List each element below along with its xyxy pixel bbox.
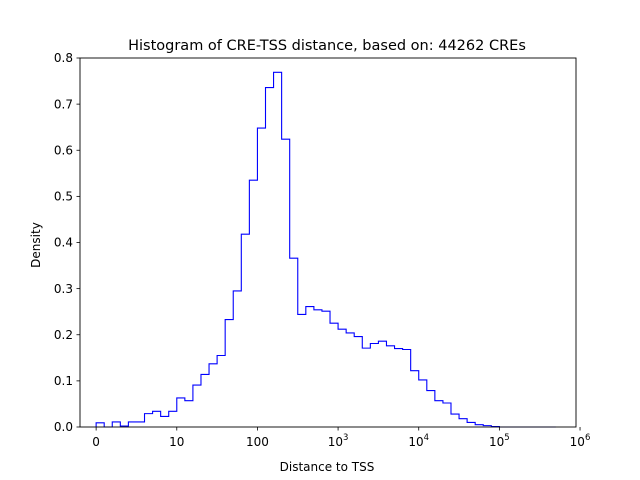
y-axis-label: Density — [29, 222, 43, 268]
chart-title: Histogram of CRE-TSS distance, based on:… — [128, 38, 526, 54]
x-axis-label: Distance to TSS — [280, 460, 375, 474]
x-tick-exponent: 6 — [585, 433, 590, 443]
y-tick-label: 0.1 — [54, 374, 73, 388]
x-tick-exponent: 4 — [424, 433, 429, 443]
histogram-step-line — [95, 71, 556, 428]
y-tick-label: 0.3 — [54, 282, 73, 296]
x-tick-label: 100 — [246, 435, 269, 449]
x-tick-exponent: 5 — [504, 433, 509, 443]
y-tick-label: 0.8 — [54, 51, 73, 65]
y-tick-label: 0.4 — [54, 236, 73, 250]
x-tick-exponent: 3 — [343, 433, 348, 443]
x-tick-label: 103 — [328, 433, 349, 449]
y-axis: 0.0 0.1 0.2 0.3 0.4 0.5 0.6 0.7 0.8 — [54, 51, 80, 434]
y-tick-label: 0.0 — [54, 420, 73, 434]
x-tick-label: 106 — [570, 433, 591, 449]
x-tick-label: 10 — [169, 435, 184, 449]
x-tick-label: 105 — [489, 433, 510, 449]
x-tick-label: 104 — [408, 433, 429, 449]
axes-frame — [79, 57, 577, 428]
y-tick-label: 0.6 — [54, 143, 73, 157]
y-tick-label: 0.2 — [54, 328, 73, 342]
y-tick-label: 0.7 — [54, 97, 73, 111]
y-tick-label: 0.5 — [54, 190, 73, 204]
x-tick-label: 0 — [92, 435, 100, 449]
x-axis: 0 10 100 103 104 105 106 — [92, 427, 590, 449]
